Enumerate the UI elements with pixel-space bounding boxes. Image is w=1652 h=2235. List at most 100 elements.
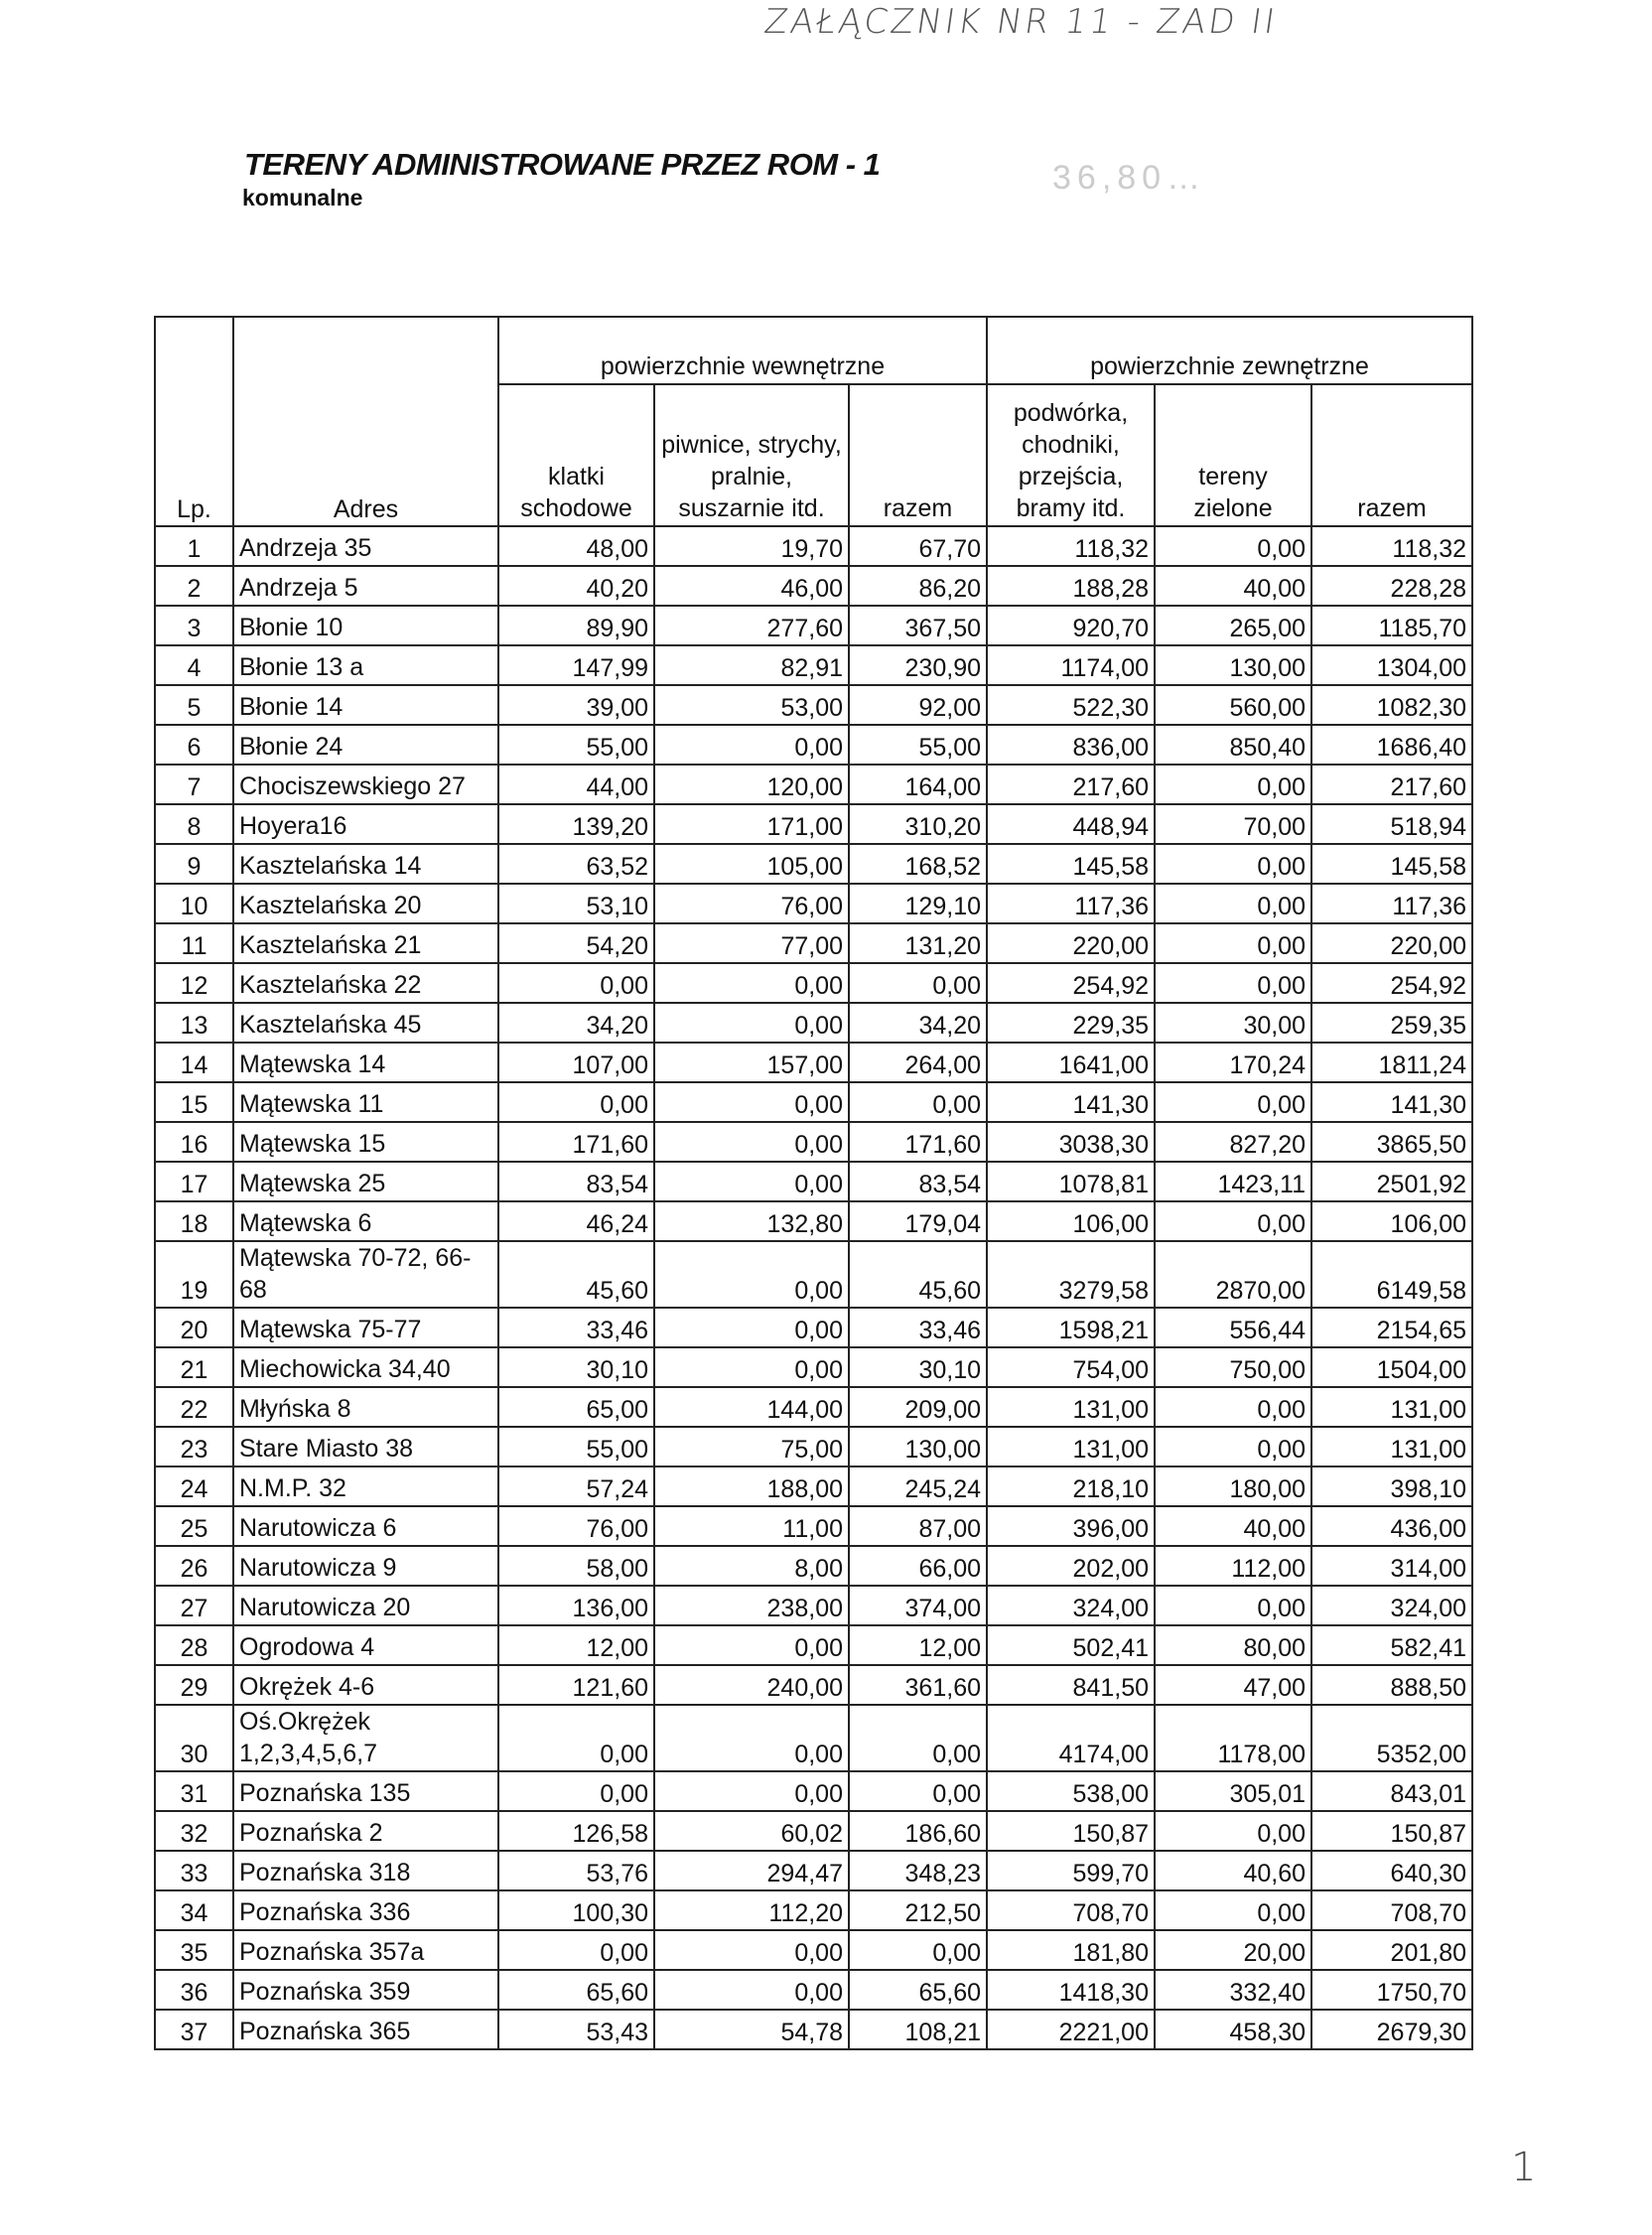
- cell-address: Kasztelańska 45: [232, 1002, 499, 1044]
- cell-row-number: 15: [154, 1081, 234, 1123]
- cell-podworka: 181,80: [986, 1929, 1156, 1971]
- page-number: 1: [1511, 2145, 1537, 2190]
- cell-razem-wewnetrzne: 108,21: [848, 2009, 988, 2050]
- cell-tereny-zielone: 1423,11: [1154, 1161, 1312, 1202]
- cell-piwnice: 46,00: [653, 565, 850, 607]
- cell-klatki-schodowe: 30,10: [497, 1346, 655, 1388]
- cell-address: Kasztelańska 14: [232, 843, 499, 885]
- cell-address: Błonie 13 a: [232, 644, 499, 686]
- cell-address: Mątewska 15: [232, 1121, 499, 1163]
- cell-piwnice: 0,00: [653, 724, 850, 766]
- cell-podworka: 106,00: [986, 1200, 1156, 1242]
- cell-razem-zewnetrzne: 888,50: [1309, 1664, 1474, 1706]
- cell-razem-zewnetrzne: 118,32: [1309, 525, 1474, 567]
- cell-razem-wewnetrzne: 168,52: [848, 843, 988, 885]
- table-row: 34 Poznańska 336 100,30 112,20 212,50 708,70 0…: [154, 1889, 1474, 1931]
- cell-piwnice: 0,00: [653, 1081, 850, 1123]
- cell-razem-zewnetrzne: 518,94: [1309, 803, 1474, 845]
- cell-piwnice: 240,00: [653, 1664, 850, 1706]
- cell-tereny-zielone: 0,00: [1154, 1200, 1312, 1242]
- cell-address: Okrężek 4-6: [232, 1664, 499, 1706]
- cell-tereny-zielone: 47,00: [1154, 1664, 1312, 1706]
- cell-address: Poznańska 357a: [232, 1929, 499, 1971]
- cell-row-number: 31: [154, 1770, 234, 1812]
- cell-podworka: 141,30: [986, 1081, 1156, 1123]
- cell-piwnice: 19,70: [653, 525, 850, 567]
- cell-razem-zewnetrzne: 640,30: [1309, 1850, 1474, 1891]
- cell-razem-wewnetrzne: 65,60: [848, 1969, 988, 2011]
- cell-piwnice: 75,00: [653, 1426, 850, 1467]
- cell-row-number: 29: [154, 1664, 234, 1706]
- cell-razem-zewnetrzne: 1304,00: [1309, 644, 1474, 686]
- cell-podworka: 538,00: [986, 1770, 1156, 1812]
- cell-razem-wewnetrzne: 212,50: [848, 1889, 988, 1931]
- cell-razem-wewnetrzne: 179,04: [848, 1200, 988, 1242]
- cell-podworka: 1641,00: [986, 1042, 1156, 1083]
- cell-razem-zewnetrzne: 436,00: [1309, 1505, 1474, 1547]
- cell-row-number: 17: [154, 1161, 234, 1202]
- cell-address: Poznańska 365: [232, 2009, 499, 2050]
- cell-tereny-zielone: 112,00: [1154, 1545, 1312, 1587]
- cell-klatki-schodowe: 58,00: [497, 1545, 655, 1587]
- cell-razem-wewnetrzne: 348,23: [848, 1850, 988, 1891]
- cell-podworka: 131,00: [986, 1426, 1156, 1467]
- cell-row-number: 21: [154, 1346, 234, 1388]
- cell-piwnice: 0,00: [653, 1002, 850, 1044]
- cell-row-number: 33: [154, 1850, 234, 1891]
- cell-piwnice: 132,80: [653, 1200, 850, 1242]
- cell-razem-wewnetrzne: 0,00: [848, 962, 988, 1004]
- cell-address: Błonie 24: [232, 724, 499, 766]
- cell-klatki-schodowe: 65,00: [497, 1386, 655, 1428]
- cell-tereny-zielone: 2870,00: [1154, 1240, 1312, 1309]
- cell-razem-wewnetrzne: 92,00: [848, 684, 988, 726]
- cell-tereny-zielone: 1178,00: [1154, 1704, 1312, 1772]
- table-row: 27 Narutowicza 20 136,00 238,00 374,00 324,00…: [154, 1585, 1474, 1626]
- table-row: 3 Błonie 10 89,90 277,60 367,50 920,70 265,00 1…: [154, 605, 1474, 646]
- cell-klatki-schodowe: 136,00: [497, 1585, 655, 1626]
- cell-tereny-zielone: 0,00: [1154, 1081, 1312, 1123]
- cell-klatki-schodowe: 107,00: [497, 1042, 655, 1083]
- cell-address: Stare Miasto 38: [232, 1426, 499, 1467]
- cell-klatki-schodowe: 65,60: [497, 1969, 655, 2011]
- cell-podworka: 522,30: [986, 684, 1156, 726]
- cell-tereny-zielone: 0,00: [1154, 1889, 1312, 1931]
- cell-address: Mątewska 70-72, 66-68: [232, 1240, 499, 1309]
- cell-razem-wewnetrzne: 264,00: [848, 1042, 988, 1083]
- cell-klatki-schodowe: 147,99: [497, 644, 655, 686]
- table-row: 31 Poznańska 135 0,00 0,00 0,00 538,00 305,01 8…: [154, 1770, 1474, 1812]
- table-row: 7 Chociszewskiego 27 44,00 120,00 164,00 217,…: [154, 764, 1474, 805]
- cell-klatki-schodowe: 0,00: [497, 1770, 655, 1812]
- cell-row-number: 5: [154, 684, 234, 726]
- cell-razem-zewnetrzne: 1082,30: [1309, 684, 1474, 726]
- cell-razem-wewnetrzne: 0,00: [848, 1770, 988, 1812]
- cell-piwnice: 112,20: [653, 1889, 850, 1931]
- cell-klatki-schodowe: 121,60: [497, 1664, 655, 1706]
- cell-address: Kasztelańska 21: [232, 922, 499, 964]
- table-row: 11 Kasztelańska 21 54,20 77,00 131,20 220,00 0…: [154, 922, 1474, 964]
- cell-address: Oś.Okrężek 1,2,3,4,5,6,7: [232, 1704, 499, 1772]
- cell-podworka: 396,00: [986, 1505, 1156, 1547]
- cell-klatki-schodowe: 83,54: [497, 1161, 655, 1202]
- table-row: 10 Kasztelańska 20 53,10 76,00 129,10 117,36 0…: [154, 883, 1474, 924]
- cell-podworka: 218,10: [986, 1466, 1156, 1507]
- cell-podworka: 708,70: [986, 1889, 1156, 1931]
- cell-razem-wewnetrzne: 86,20: [848, 565, 988, 607]
- cell-row-number: 35: [154, 1929, 234, 1971]
- cell-address: Narutowicza 20: [232, 1585, 499, 1626]
- cell-podworka: 131,00: [986, 1386, 1156, 1428]
- cell-address: Mątewska 11: [232, 1081, 499, 1123]
- cell-klatki-schodowe: 40,20: [497, 565, 655, 607]
- cell-piwnice: 277,60: [653, 605, 850, 646]
- cell-address: Błonie 14: [232, 684, 499, 726]
- cell-klatki-schodowe: 100,30: [497, 1889, 655, 1931]
- cell-razem-zewnetrzne: 2154,65: [1309, 1307, 1474, 1348]
- cell-piwnice: 76,00: [653, 883, 850, 924]
- cell-tereny-zielone: 0,00: [1154, 764, 1312, 805]
- cell-piwnice: 120,00: [653, 764, 850, 805]
- cell-row-number: 18: [154, 1200, 234, 1242]
- cell-row-number: 4: [154, 644, 234, 686]
- cell-razem-zewnetrzne: 228,28: [1309, 565, 1474, 607]
- cell-razem-wewnetrzne: 0,00: [848, 1081, 988, 1123]
- cell-klatki-schodowe: 48,00: [497, 525, 655, 567]
- cell-klatki-schodowe: 139,20: [497, 803, 655, 845]
